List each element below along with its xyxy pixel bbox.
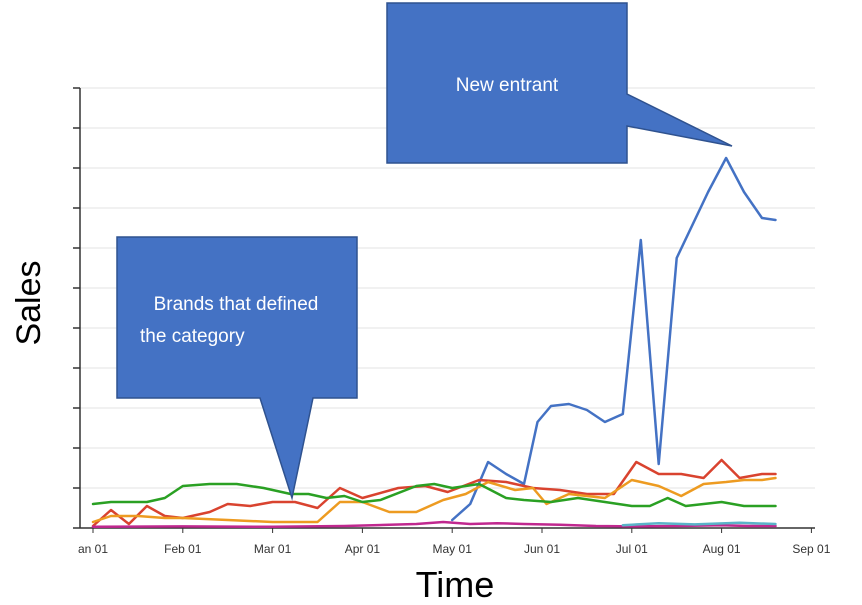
x-tick-label: Sep 01 [792,542,830,556]
axes: an 01 Feb 01 Mar 01 Apr 01 May 01 Jun 01 Jul 0… [73,87,831,556]
x-tick-label: Aug 01 [703,542,741,556]
x-tick-label: Feb 01 [164,542,202,556]
x-axis-title: Time [416,564,495,605]
callouts: New entrant Brands that defined the catego… [116,2,733,501]
x-tick-label: Jun 01 [524,542,560,556]
callout-new-entrant [386,2,733,164]
series-line [450,156,777,522]
x-tick-label: Mar 01 [254,542,292,556]
callout-brands [116,236,358,501]
series-line [91,482,777,508]
series-lines [91,156,777,529]
callout-new-entrant-text: New entrant [456,75,559,96]
series-line [621,521,777,527]
x-tick-label: May 01 [433,542,473,556]
series-line [91,476,777,524]
x-tick-label: Jul 01 [616,542,648,556]
callout-brands-text: the category [140,326,245,347]
x-tick-label: an 01 [78,542,108,556]
callout-brands-text: Brands that defined [154,294,319,315]
y-axis-title: Sales [10,260,48,345]
series-line [91,520,777,529]
x-tick-label: Apr 01 [345,542,381,556]
